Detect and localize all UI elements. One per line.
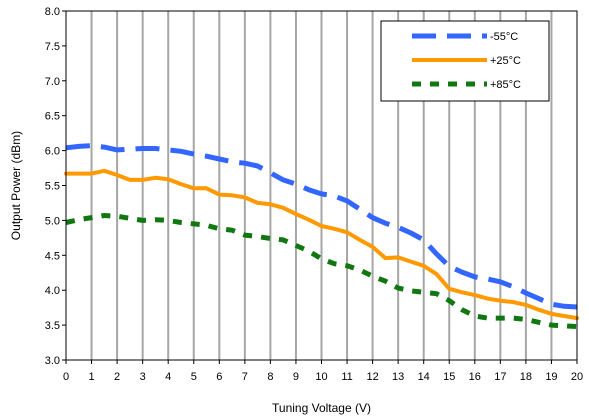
y-axis-ticks: 3.0 3.5 4.0 4.5 5.0 5.5 6.0 6.5 7.0 7.5 8.0 xyxy=(45,6,66,367)
series-line-0 xyxy=(65,143,578,310)
x-tick-label: 15 xyxy=(443,371,455,383)
y-tick-label: 6.5 xyxy=(45,111,60,123)
y-tick-label: 8.0 xyxy=(45,6,60,18)
series-line-1 xyxy=(64,168,579,321)
x-axis-title: Tuning Voltage (V) xyxy=(272,401,371,415)
y-axis-title: Output Power (dBm) xyxy=(9,131,23,240)
x-tick-label: 13 xyxy=(392,371,404,383)
x-tick-label: 17 xyxy=(494,371,506,383)
x-tick-label: 11 xyxy=(341,371,352,383)
x-tick-label: 10 xyxy=(315,371,327,383)
legend-label-0: -55°C xyxy=(490,31,518,43)
x-tick-label: 8 xyxy=(267,371,273,383)
x-tick-label: 18 xyxy=(520,371,532,383)
legend-label-1: +25°C xyxy=(490,55,521,67)
y-tick-label: 5.0 xyxy=(45,215,60,227)
x-tick-label: 2 xyxy=(114,371,120,383)
x-tick-label: 4 xyxy=(165,371,171,383)
legend: -55°C +25°C +85°C xyxy=(380,20,550,102)
y-tick-label: 4.0 xyxy=(45,285,60,297)
x-tick-label: 6 xyxy=(216,371,222,383)
y-tick-label: 5.5 xyxy=(45,181,60,193)
y-tick-label: 6.0 xyxy=(45,146,60,158)
series-lines xyxy=(64,143,579,329)
x-axis-ticks: 0 1 2 3 4 5 6 7 8 9 10 11 12 13 14 15 16 17 18 19 20 xyxy=(63,360,583,383)
x-tick-label: 0 xyxy=(63,371,69,383)
x-tick-label: 20 xyxy=(571,371,583,383)
x-tick-label: 7 xyxy=(242,371,248,383)
legend-label-2: +85°C xyxy=(490,79,521,91)
y-tick-label: 3.5 xyxy=(45,320,60,332)
x-tick-label: 19 xyxy=(545,371,557,383)
x-tick-label: 3 xyxy=(140,371,146,383)
x-tick-label: 1 xyxy=(88,371,94,383)
x-tick-label: 12 xyxy=(366,371,378,383)
y-tick-label: 3.0 xyxy=(45,355,60,367)
x-tick-label: 16 xyxy=(469,371,481,383)
x-tick-label: 14 xyxy=(418,371,430,383)
y-tick-label: 7.5 xyxy=(45,41,60,53)
x-tick-label: 5 xyxy=(191,371,197,383)
grid xyxy=(90,11,553,360)
x-tick-label: 9 xyxy=(293,371,299,383)
y-tick-label: 7.0 xyxy=(45,76,60,88)
y-tick-label: 4.5 xyxy=(45,250,60,262)
